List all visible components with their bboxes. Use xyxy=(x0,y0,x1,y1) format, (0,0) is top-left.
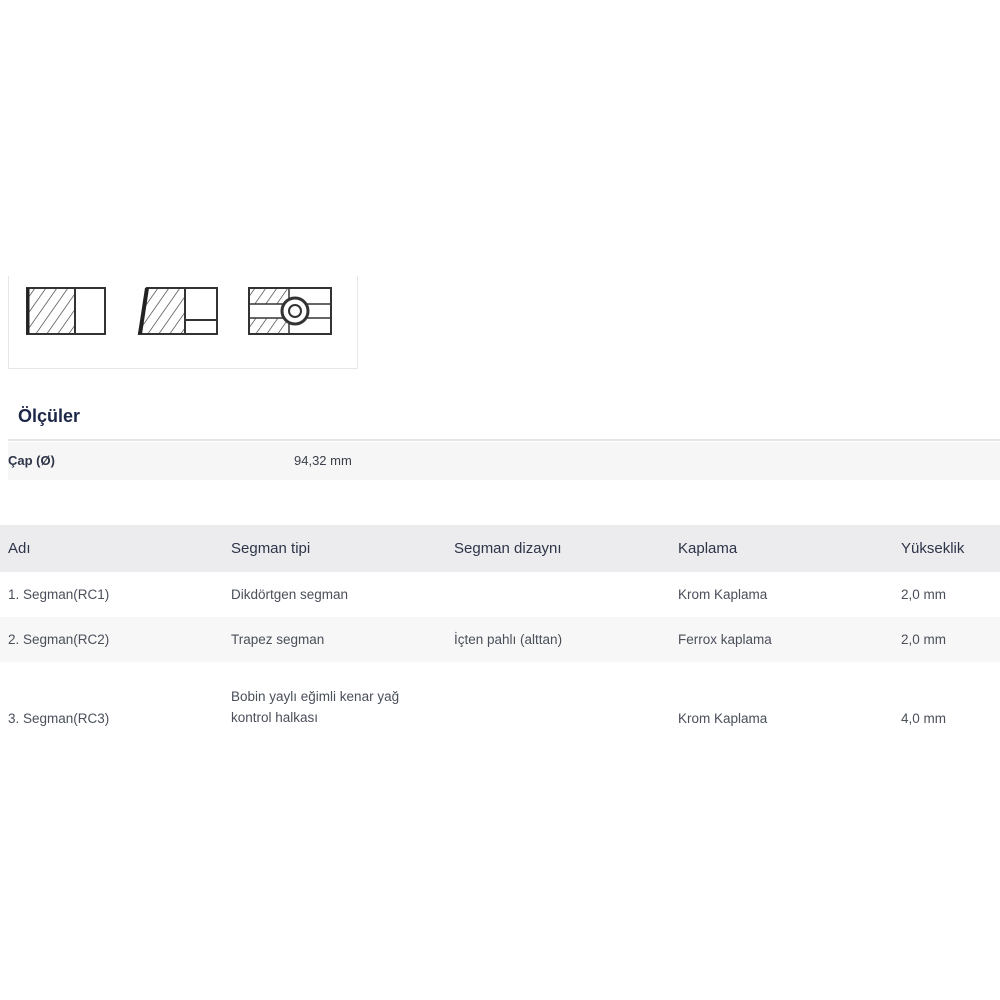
header-ring-design: Segman dizaynı xyxy=(446,525,670,572)
cell-name: 1. Segman(RC1) xyxy=(8,587,110,602)
keystone-ring-icon xyxy=(137,287,218,335)
cell-ring-design: İçten pahlı (alttan) xyxy=(446,617,670,662)
dimensions-heading: Ölçüler xyxy=(18,406,81,426)
cell-ring-type: Trapez segman xyxy=(223,617,446,662)
cell-ring-design xyxy=(446,662,670,752)
dimension-value: 94,32 mm xyxy=(294,453,352,468)
cell-height: 4,0 mm xyxy=(901,710,947,726)
cell-ring-type: Dikdörtgen segman xyxy=(231,587,349,602)
table-row: 1. Segman(RC1) Dikdörtgen segman Krom Ka… xyxy=(0,572,1000,617)
header-coating: Kaplama xyxy=(670,525,893,572)
header-ring-type: Segman tipi xyxy=(223,525,446,572)
rings-table: Adı Segman tipi Segman dizaynı Kaplama Y… xyxy=(0,525,1000,752)
cell-name: 2. Segman(RC2) xyxy=(0,617,223,662)
cell-coating: Krom Kaplama xyxy=(678,587,768,602)
cell-coating: Krom Kaplama xyxy=(678,710,768,726)
header-name: Adı xyxy=(0,525,223,572)
divider xyxy=(8,439,1000,441)
cell-coating: Ferrox kaplama xyxy=(670,617,893,662)
dimension-row: Çap (Ø) 94,32 mm xyxy=(8,442,1000,480)
cell-name: 3. Segman(RC3) xyxy=(8,710,110,726)
dimension-label: Çap (Ø) xyxy=(8,453,55,468)
ring-profile-image xyxy=(8,276,358,369)
cell-ring-design xyxy=(446,572,670,617)
rectangular-ring-icon xyxy=(26,287,106,335)
table-header: Adı Segman tipi Segman dizaynı Kaplama Y… xyxy=(0,525,1000,572)
oil-control-ring-icon xyxy=(248,287,332,335)
table-row: 2. Segman(RC2) Trapez segman İçten pahlı… xyxy=(0,617,1000,662)
cell-ring-type: Bobin yaylı eğimli kenar yağ kontrol hal… xyxy=(231,689,400,725)
cell-height: 2,0 mm xyxy=(893,617,1000,662)
cell-height: 2,0 mm xyxy=(901,587,947,602)
header-height: Yükseklik xyxy=(893,525,1000,572)
table-row: 3. Segman(RC3) Bobin yaylı eğimli kenar … xyxy=(0,662,1000,752)
